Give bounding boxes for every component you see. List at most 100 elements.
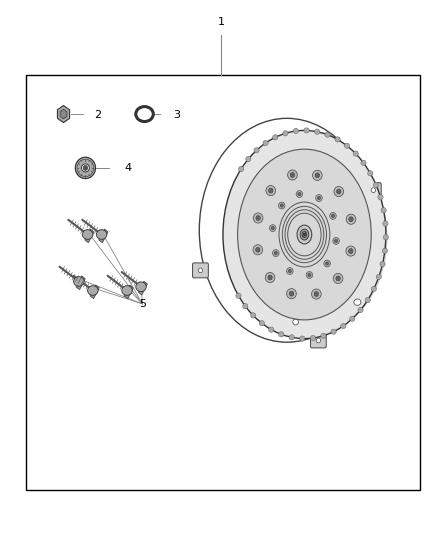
Ellipse shape: [373, 182, 378, 188]
Ellipse shape: [371, 286, 377, 292]
Ellipse shape: [346, 214, 356, 224]
Ellipse shape: [358, 308, 363, 313]
Ellipse shape: [274, 252, 277, 255]
Ellipse shape: [367, 171, 373, 176]
Ellipse shape: [288, 269, 291, 272]
Text: 4: 4: [125, 163, 132, 173]
Ellipse shape: [198, 268, 203, 273]
Text: 2: 2: [94, 110, 101, 119]
Ellipse shape: [335, 239, 338, 243]
Ellipse shape: [77, 159, 94, 177]
Ellipse shape: [237, 149, 371, 320]
Ellipse shape: [306, 271, 313, 278]
Ellipse shape: [380, 261, 385, 266]
Ellipse shape: [324, 260, 330, 267]
Ellipse shape: [256, 247, 260, 252]
Polygon shape: [99, 229, 108, 243]
Ellipse shape: [321, 333, 326, 338]
Polygon shape: [138, 281, 148, 295]
Ellipse shape: [74, 277, 84, 286]
Ellipse shape: [253, 245, 263, 255]
Ellipse shape: [314, 292, 318, 296]
Ellipse shape: [325, 262, 328, 265]
Ellipse shape: [251, 313, 256, 318]
Text: 5: 5: [139, 299, 146, 309]
Ellipse shape: [300, 336, 305, 341]
Polygon shape: [124, 285, 134, 298]
Ellipse shape: [75, 157, 95, 179]
Ellipse shape: [136, 107, 153, 122]
Ellipse shape: [238, 166, 244, 172]
Ellipse shape: [341, 324, 346, 329]
Ellipse shape: [223, 131, 386, 338]
Ellipse shape: [353, 151, 358, 156]
Ellipse shape: [349, 249, 353, 254]
Ellipse shape: [304, 128, 309, 133]
Ellipse shape: [316, 338, 321, 343]
Ellipse shape: [122, 286, 132, 295]
Ellipse shape: [335, 137, 340, 142]
Ellipse shape: [259, 321, 265, 326]
Ellipse shape: [83, 165, 88, 171]
Text: 1: 1: [218, 17, 225, 27]
FancyBboxPatch shape: [193, 263, 208, 278]
Ellipse shape: [296, 191, 303, 198]
Ellipse shape: [254, 148, 259, 153]
Ellipse shape: [136, 282, 146, 292]
Ellipse shape: [293, 319, 298, 325]
Polygon shape: [85, 229, 94, 243]
Ellipse shape: [376, 274, 381, 279]
Ellipse shape: [344, 143, 350, 148]
Ellipse shape: [332, 214, 335, 217]
Ellipse shape: [88, 286, 98, 295]
Ellipse shape: [269, 224, 276, 231]
FancyBboxPatch shape: [365, 183, 381, 198]
Ellipse shape: [286, 289, 296, 299]
Ellipse shape: [350, 316, 355, 321]
Ellipse shape: [325, 132, 330, 138]
Ellipse shape: [300, 229, 309, 240]
Ellipse shape: [279, 202, 285, 209]
Ellipse shape: [288, 170, 297, 180]
Ellipse shape: [293, 128, 299, 134]
Ellipse shape: [268, 188, 273, 193]
Ellipse shape: [272, 249, 279, 256]
Polygon shape: [76, 276, 85, 289]
Polygon shape: [57, 106, 70, 123]
Bar: [26, 75, 420, 490]
Ellipse shape: [266, 185, 276, 196]
Ellipse shape: [279, 332, 284, 337]
Ellipse shape: [286, 268, 293, 274]
Ellipse shape: [304, 233, 305, 236]
Ellipse shape: [280, 204, 283, 207]
Ellipse shape: [349, 217, 353, 222]
Ellipse shape: [330, 213, 336, 220]
Ellipse shape: [315, 173, 320, 177]
Ellipse shape: [290, 173, 295, 177]
Ellipse shape: [268, 327, 274, 332]
Ellipse shape: [331, 329, 336, 334]
Ellipse shape: [383, 235, 389, 240]
Ellipse shape: [314, 129, 320, 134]
Ellipse shape: [289, 292, 293, 296]
Ellipse shape: [308, 273, 311, 277]
FancyBboxPatch shape: [311, 333, 326, 348]
Text: 3: 3: [173, 110, 180, 119]
Ellipse shape: [316, 195, 322, 201]
Ellipse shape: [96, 230, 107, 239]
Polygon shape: [60, 109, 67, 119]
Ellipse shape: [354, 299, 361, 305]
Ellipse shape: [268, 275, 272, 280]
Ellipse shape: [272, 135, 278, 140]
Ellipse shape: [313, 170, 322, 180]
Ellipse shape: [265, 272, 275, 282]
Ellipse shape: [382, 248, 388, 254]
Ellipse shape: [256, 215, 260, 220]
Ellipse shape: [81, 164, 89, 172]
Ellipse shape: [333, 238, 339, 245]
Ellipse shape: [336, 276, 340, 281]
Ellipse shape: [246, 156, 251, 161]
Ellipse shape: [263, 140, 268, 146]
Ellipse shape: [381, 207, 386, 213]
Ellipse shape: [336, 189, 341, 194]
